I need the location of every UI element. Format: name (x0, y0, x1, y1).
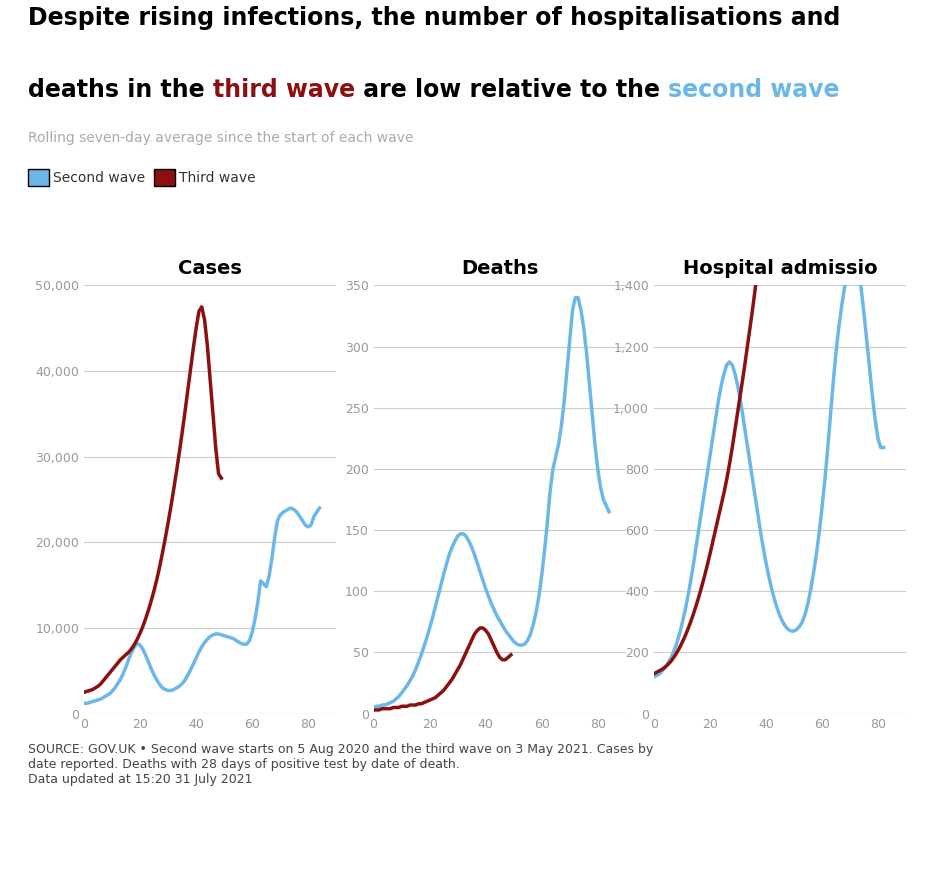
Text: Second wave: Second wave (53, 170, 146, 185)
FancyBboxPatch shape (28, 169, 49, 186)
Title: Hospital admissio: Hospital admissio (683, 260, 877, 278)
Text: third wave: third wave (213, 78, 355, 103)
Title: Deaths: Deaths (461, 260, 538, 278)
Text: deaths in the: deaths in the (28, 78, 213, 103)
Text: Third wave: Third wave (179, 170, 256, 185)
Title: Cases: Cases (178, 260, 242, 278)
Text: Rolling seven-day average since the start of each wave: Rolling seven-day average since the star… (28, 131, 414, 145)
Text: second wave: second wave (668, 78, 840, 103)
Text: SOURCE: GOV.UK • Second wave starts on 5 Aug 2020 and the third wave on 3 May 20: SOURCE: GOV.UK • Second wave starts on 5… (28, 743, 653, 786)
Text: are low relative to the: are low relative to the (355, 78, 668, 103)
Text: Despite rising infections, the number of hospitalisations and: Despite rising infections, the number of… (28, 6, 841, 30)
FancyBboxPatch shape (154, 169, 175, 186)
